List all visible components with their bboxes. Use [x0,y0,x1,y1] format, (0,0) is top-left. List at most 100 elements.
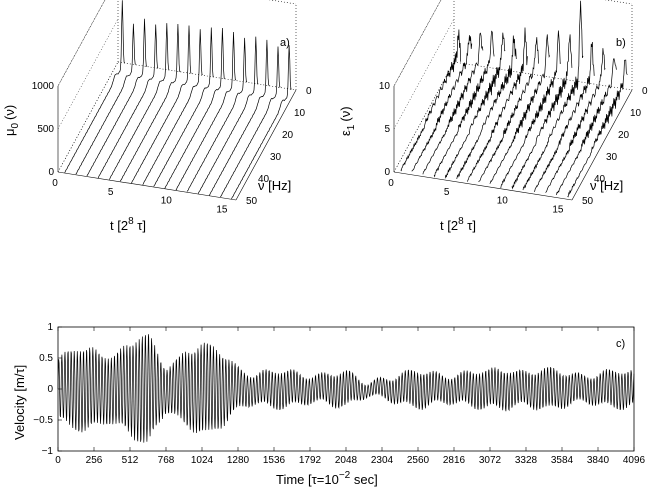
panelB-back-top-edge [604,0,633,5]
x-tick-label: 1024 [191,455,214,466]
panelA-back-bottom-edge [117,61,297,91]
panel-a-box [57,0,297,201]
x-tick-label: 2816 [443,455,466,466]
panel-c-xlabel: Time [τ=10−2 sec] [276,470,378,487]
panelB-trace-slice [422,32,484,175]
panelA-y-tick-label: 50 [246,196,258,207]
y-tick-label: 0 [47,384,53,395]
panelA-y-axis [235,89,297,201]
panel-c-ticks: 0 256 512 768 1024 1280 1536 1792 2048 2304 2560 28… [33,322,645,466]
panelB-y-tick-label: 20 [618,130,630,141]
panelA-y-tick-label: 10 [294,108,306,119]
x-tick-label: 2048 [335,455,358,466]
panelB-trace-slice [511,34,573,190]
panelA-x-tick-label: 5 [108,187,114,198]
panelB-back-bottom-edge [453,61,633,91]
panel-b-zlabel: ε1(ν) [338,106,357,136]
panelB-trace-slice [444,32,506,179]
x-tick-label: 1792 [299,455,322,466]
panel-c-ylabel: Velocity [m/τ] [12,365,27,440]
panel-b-traces [400,0,628,198]
panelA-x-tick-label: 15 [216,204,228,215]
panelB-left-top-edge [393,0,442,87]
panelA-trace-slice [153,27,214,187]
panelA-x-axis [57,171,237,201]
panelA-trace-slice [119,23,181,182]
panelA-left-top-edge [57,0,106,87]
panelA-back-top-edge [268,0,297,5]
panel-c-label: c) [616,338,625,350]
panelA-trace-slice [231,45,292,200]
x-tick-label: 3840 [587,455,610,466]
x-tick-label: 256 [86,455,103,466]
x-tick-label: 1280 [227,455,250,466]
panelA-x-tick-label: 0 [52,178,58,189]
panelA-y-tick-label: 30 [270,152,282,163]
panel-a-traces [64,0,292,200]
panelA-x-tick-label: 10 [161,196,173,207]
panelB-y-tick-label: 0 [642,86,648,97]
panel-b-label: b) [616,37,626,49]
panel-a-xlabel: t [28 τ] [110,216,146,233]
panelB-y-tick-label: 40 [594,174,606,185]
panelA-trace-slice [164,27,225,189]
panelB-y-tick-label: 10 [630,108,642,119]
panelB-x-tick-label: 0 [388,178,394,189]
panelA-z-grid-1 [57,18,119,130]
panelA-trace-slice [175,31,237,191]
panelA-z-tick-label: 500 [37,124,54,135]
x-tick-label: 3584 [551,455,574,466]
y-tick-label: −0.5 [33,415,53,426]
panelB-y-tick-label: 50 [582,196,594,207]
panelB-y-axis [571,89,633,201]
x-tick-label: 2304 [371,455,394,466]
panelA-trace-slice [108,23,170,180]
panelB-x-tick-label: 5 [444,187,450,198]
panelB-trace-slice [456,35,517,179]
velocity-series-line [57,334,635,443]
panelA-trace-slice [75,23,136,175]
x-tick-label: 768 [158,455,175,466]
panelA-y-tick-label: 20 [282,130,294,141]
panelB-trace-slice [411,35,473,172]
velocity-plot-c: 0 256 512 768 1024 1280 1536 1792 2048 2304 2560 28… [12,322,646,487]
panelB-z-tick-label: 0 [384,167,390,178]
panel-b-xlabel: t [28 τ] [440,216,476,233]
panelA-y-tick-label: 40 [258,174,270,185]
panelB-trace-slice [545,48,606,193]
panel-a-zlabel: μ0(ν) [2,105,21,136]
panelB-trace-slice [556,58,617,196]
panelB-trace-slice [522,0,584,191]
x-tick-label: 2560 [407,455,430,466]
x-tick-label: 0 [55,455,61,466]
panelB-z-grid-2 [393,0,442,87]
panelB-trace-slice [478,37,539,183]
panelB-x-axis [393,171,573,201]
panel-b-ylabel: ν [Hz] [590,178,623,193]
panelB-z-tick-label: 10 [379,81,391,92]
panelB-z-grid-1 [393,18,455,130]
panelA-trace-slice [97,24,159,179]
panelB-z-tick-label: 5 [384,124,390,135]
panelB-x-tick-label: 15 [552,204,564,215]
panelA-trace-slice [64,0,125,174]
panelA-trace-slice [220,46,281,198]
y-tick-label: 1 [47,322,53,333]
panelB-trace-slice [500,30,561,189]
panelA-trace-slice [142,29,203,186]
panelA-trace-slice [186,37,248,192]
x-tick-label: 512 [122,455,139,466]
x-tick-label: 3072 [479,455,502,466]
panelA-z-grid-0 [57,61,119,173]
y-tick-label: −1 [42,446,54,457]
panelA-z-tick-label: 1000 [32,81,55,92]
panelA-trace-slice [197,36,259,194]
panel-b-box [393,0,633,201]
x-tick-label: 3328 [515,455,538,466]
panelB-trace-slice [567,59,628,198]
